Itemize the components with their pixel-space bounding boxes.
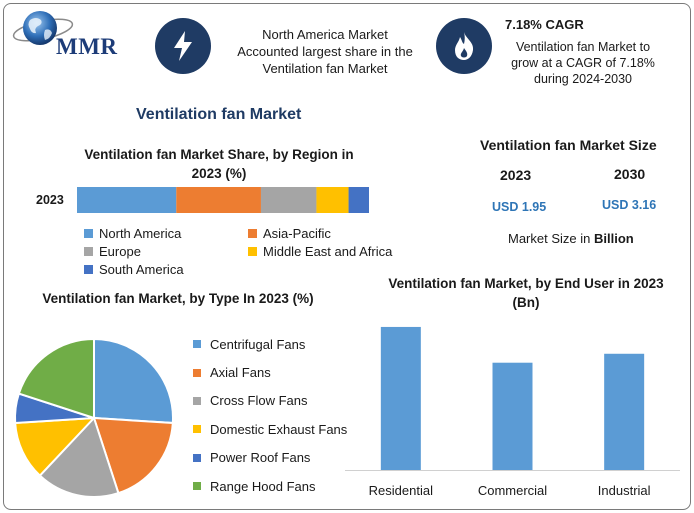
pie-slice-0 (93, 337, 174, 425)
legend-swatch (84, 264, 93, 274)
market-size-unit-prefix: Market Size in (508, 231, 591, 246)
region-highlight-text: North America Market Accounted largest s… (214, 26, 436, 77)
region-highlight-line-1: North America Market (262, 27, 388, 42)
region-bar-segment-1 (176, 187, 261, 213)
pie-slice-2 (38, 416, 120, 498)
legend-swatch (84, 246, 93, 256)
x-tick-label: Industrial (598, 483, 651, 498)
flame-icon (436, 18, 492, 74)
market-size-value-2030: USD 3.16 (602, 198, 657, 212)
type-legend-item: Axial Fans (193, 358, 353, 386)
legend-swatch (193, 396, 201, 405)
end-user-bar-1 (492, 362, 533, 470)
pie-slice-1 (92, 416, 174, 495)
market-size-year-2030: 2030 (614, 166, 646, 182)
legend-asia-pacific: Asia-Pacific (248, 224, 331, 242)
legend-middle-east-africa: Middle East and Africa (248, 242, 392, 260)
legend-label: Power Roof Fans (210, 450, 311, 466)
legend-label: Middle East and Africa (263, 243, 393, 259)
type-legend: Centrifugal Fans Axial Fans Cross Flow Fan… (193, 330, 353, 500)
market-size-year-2023: 2023 (500, 167, 532, 183)
type-legend-item: Cross Flow Fans (193, 387, 353, 415)
legend-label: South America (99, 261, 184, 277)
legend-south-america: South America (84, 260, 184, 278)
market-size-unit: Market Size in Billion (508, 231, 634, 246)
pie-slice-3 (14, 416, 97, 478)
region-chart-title: Ventilation fan Market Share, by Region … (84, 147, 354, 181)
legend-label: North America (99, 225, 182, 241)
legend-swatch (84, 228, 93, 238)
x-tick-label: Residential (369, 483, 433, 498)
cagr-text-line-1: Ventilation fan Market to (515, 40, 651, 54)
x-tick-label: Commercial (478, 483, 547, 498)
region-stacked-bar (77, 187, 369, 213)
legend-swatch (248, 228, 257, 238)
legend-swatch (193, 425, 201, 434)
cagr-text-line-3: during 2024-2030 (534, 72, 632, 86)
legend-swatch (248, 246, 257, 256)
legend-europe: Europe (84, 242, 248, 260)
end-user-bar-2 (604, 353, 645, 470)
legend-label: Domestic Exhaust Fans (210, 421, 348, 437)
cagr-text-line-2: grow at a CAGR of 7.18% (511, 56, 655, 70)
legend-label: Europe (99, 243, 141, 259)
end-user-bar-chart: Residential Commercial Industrial (345, 326, 680, 498)
globe-logo-icon (12, 11, 74, 45)
legend-label: Centrifugal Fans (210, 336, 306, 352)
market-size-unit-bold: Billion (594, 231, 634, 246)
region-highlight-line-2: Accounted largest share in the (237, 44, 413, 59)
legend-label: Range Hood Fans (210, 478, 316, 494)
region-highlight-line-3: Ventilation fan Market (262, 61, 388, 76)
type-legend-item: Domestic Exhaust Fans (193, 415, 353, 443)
brand-logo-text: MMR (56, 34, 118, 59)
legend-label: Axial Fans (210, 365, 271, 381)
type-pie-chart (14, 337, 174, 498)
type-legend-item: Centrifugal Fans (193, 330, 353, 358)
legend-north-america: North America (84, 224, 248, 242)
cagr-text: Ventilation fan Market to grow at a CAGR… (498, 39, 668, 87)
region-bar-segment-3 (316, 187, 349, 213)
region-legend: North America Asia-Pacific Europe Middle… (84, 224, 414, 278)
region-bar-category-label: 2023 (36, 193, 64, 207)
region-bar-segment-2 (260, 187, 317, 213)
region-bar-segment-4 (348, 187, 369, 213)
legend-swatch (193, 340, 201, 349)
legend-swatch (193, 368, 201, 377)
legend-label: Asia-Pacific (263, 225, 331, 241)
lightning-bolt-icon (155, 18, 211, 74)
pie-slice-5 (17, 337, 95, 420)
legend-swatch (193, 482, 201, 491)
region-bar-segment-0 (77, 187, 177, 213)
type-chart-title: Ventilation fan Market, by Type In 2023 … (42, 291, 314, 306)
market-size-title: Ventilation fan Market Size (480, 137, 657, 153)
type-legend-item: Power Roof Fans (193, 444, 353, 472)
market-size-value-2023: USD 1.95 (492, 200, 547, 214)
type-legend-item: Range Hood Fans (193, 472, 353, 500)
legend-swatch (193, 453, 201, 462)
end-user-bar-0 (380, 326, 421, 470)
end-user-chart-title: Ventilation fan Market, by End User in 2… (388, 276, 664, 310)
main-title: Ventilation fan Market (136, 106, 302, 123)
cagr-title: 7.18% CAGR (505, 17, 584, 32)
legend-label: Cross Flow Fans (210, 393, 308, 409)
